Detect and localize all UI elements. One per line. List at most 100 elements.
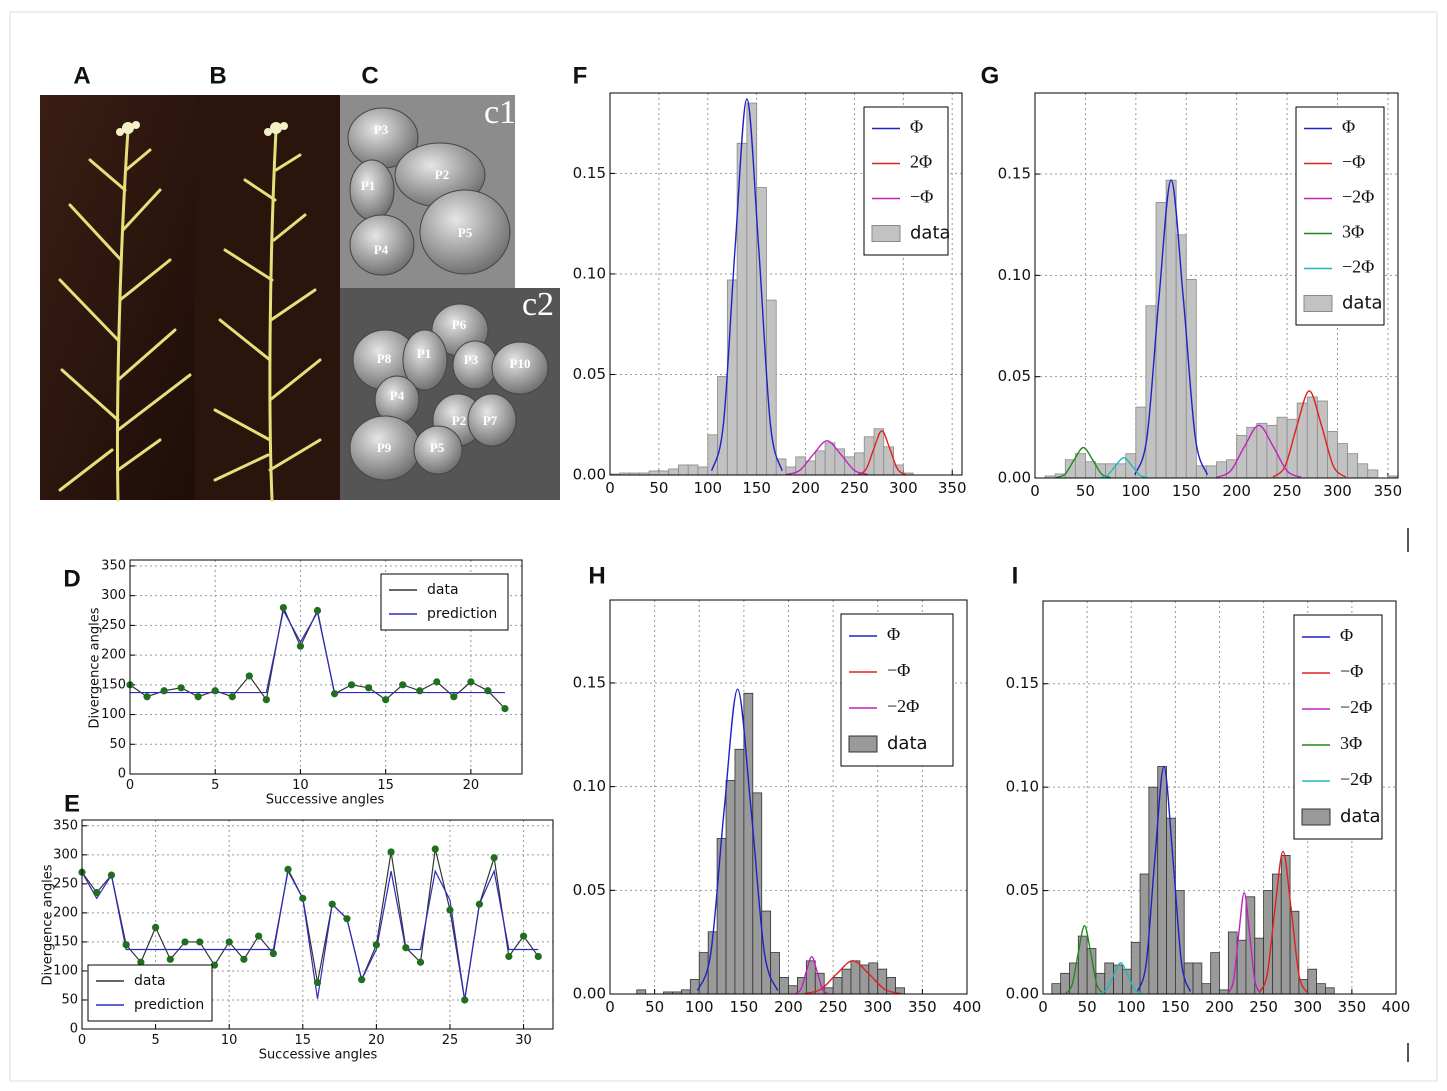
y-tick-label: 350 (101, 558, 126, 573)
data-point (330, 690, 339, 698)
legend-label: 2Φ (910, 152, 932, 172)
y-tick-label: 150 (53, 934, 78, 949)
fit-curve (711, 98, 783, 471)
legend-label: Φ (910, 117, 923, 137)
x-tick-label: 15 (377, 778, 394, 793)
bar (1155, 202, 1167, 479)
x-tick-label: 10 (221, 1033, 238, 1048)
data-point (107, 871, 116, 879)
panel-label: A (73, 62, 90, 89)
data-point (382, 696, 390, 704)
data-point (299, 894, 307, 902)
bar (1296, 402, 1308, 479)
panel-label: F (573, 62, 588, 89)
data-point (151, 923, 160, 932)
data-point (211, 687, 219, 695)
x-tick-label: 300 (889, 479, 918, 497)
bar (1195, 465, 1207, 479)
legend-label: −2Φ (1340, 769, 1372, 789)
legend-label: data (887, 733, 928, 754)
data-point (387, 848, 395, 856)
y-tick-label: 100 (101, 707, 126, 722)
bar (687, 464, 699, 476)
x-tick-label: 250 (840, 479, 869, 497)
bar (1316, 983, 1326, 995)
data-point (210, 961, 219, 969)
x-tick-label: 250 (1249, 998, 1278, 1016)
bar (850, 960, 861, 995)
fit-curve (1272, 390, 1347, 478)
y-tick-label: 0.00 (1006, 985, 1039, 1003)
x-tick-label: 10 (292, 778, 309, 793)
legend-label: −2Φ (887, 696, 919, 716)
chart: I 0 50 100 150 200 250 300 350 400 0.00 0.05 0.10 0.1… (1006, 562, 1411, 1016)
x-tick-label: 100 (1117, 998, 1146, 1016)
y-tick-label: 0.05 (998, 367, 1031, 385)
cell-label: P4 (390, 388, 405, 403)
y-tick-label: 0.15 (573, 673, 606, 691)
y-tick-label: 0.15 (998, 165, 1031, 183)
data-point (343, 915, 351, 923)
axes-frame (609, 599, 968, 995)
bar (1206, 465, 1217, 479)
data-point (505, 952, 513, 961)
photo-sem (340, 95, 560, 500)
bar (1236, 435, 1248, 479)
data-point (328, 900, 336, 908)
cell-label: P5 (430, 440, 445, 455)
data-point (519, 932, 528, 940)
bar (1325, 987, 1335, 995)
x-tick-label: 50 (649, 479, 668, 497)
chart: E0 5 10 15 20 25 30050100150200250300350Succes… (41, 790, 554, 1063)
y-tick-label: 0.05 (1006, 881, 1039, 899)
fit-curve (1055, 446, 1111, 479)
x-tick-label: 50 (1076, 482, 1095, 500)
legend-swatch (871, 225, 901, 242)
y-tick-label: 0.10 (573, 264, 606, 282)
data-point (534, 952, 542, 961)
data-point (93, 888, 101, 897)
x-tick-label: 200 (774, 998, 803, 1016)
x-tick-label: 0 (605, 998, 615, 1016)
y-tick-label: 0.10 (573, 777, 606, 795)
y-tick-label: 0 (118, 767, 126, 782)
x-tick-label: 20 (463, 778, 480, 793)
fit-curve (1134, 179, 1209, 476)
x-tick-label: 150 (1161, 998, 1190, 1016)
x-tick-label: 400 (1382, 998, 1411, 1016)
y-tick-label: 0.15 (573, 164, 606, 182)
data-point (450, 693, 458, 701)
panel-label: G (981, 62, 1000, 89)
bar (1219, 989, 1229, 995)
bar (1185, 279, 1197, 479)
bar (689, 979, 700, 995)
legend-box (1293, 614, 1383, 840)
panel-label: H (588, 562, 605, 589)
legend-box (1295, 106, 1385, 326)
x-tick-label: 300 (863, 998, 892, 1016)
bar (678, 464, 689, 476)
legend-label: −Φ (887, 660, 910, 680)
panel-label: B (209, 62, 226, 89)
data-point (484, 687, 492, 695)
chart: G 0 50 100 150 200 250 300 350 0.00 0.05 0.10 0.15 Φ −… (981, 62, 1403, 500)
bar (726, 279, 738, 476)
y-tick-label: 250 (101, 618, 126, 633)
x-tick-label: 100 (685, 998, 714, 1016)
fit-curve (1136, 765, 1192, 992)
bar (1357, 463, 1369, 479)
cell-label: P3 (464, 352, 479, 367)
y-tick-label: 0.00 (573, 985, 606, 1003)
data-point (296, 642, 305, 650)
bar (1051, 983, 1062, 995)
legend-label: prediction (134, 997, 204, 1013)
data-point (245, 672, 253, 680)
chart: F 0 50 100 150 200 250 300 350 0.00 0.05 0.10 0.15 Φ 2… (573, 62, 967, 497)
data-point (399, 681, 407, 689)
bar (770, 952, 780, 995)
bar (1347, 453, 1359, 479)
data-point (181, 938, 189, 946)
axes-frame (1034, 92, 1399, 479)
x-tick-label: 250 (819, 998, 848, 1016)
y-tick-label: 350 (53, 818, 78, 833)
